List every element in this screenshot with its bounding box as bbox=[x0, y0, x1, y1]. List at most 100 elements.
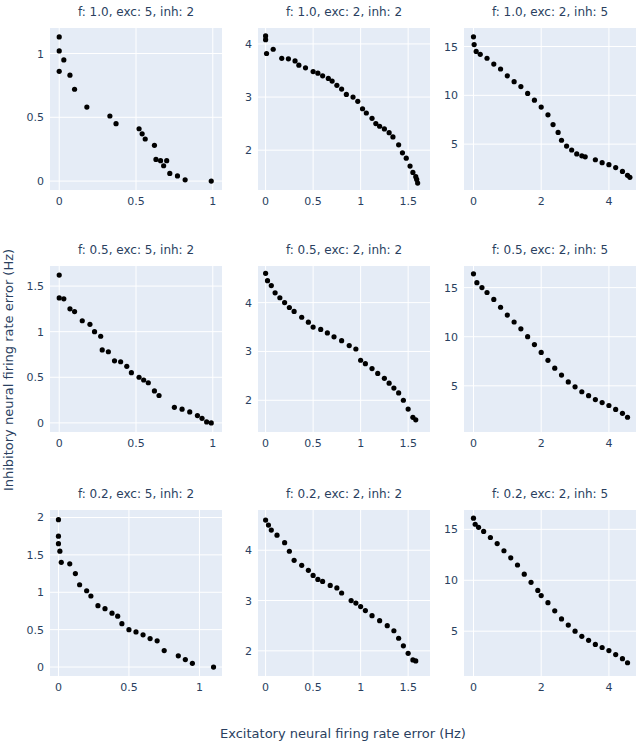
x-axis-label: Excitatory neural firing rate error (Hz) bbox=[220, 726, 466, 741]
scatter-point bbox=[613, 407, 618, 412]
scatter-point bbox=[620, 169, 625, 174]
scatter-point bbox=[195, 413, 200, 418]
scatter-point bbox=[331, 334, 336, 339]
panel-title: f: 1.0, exc: 2, inh: 2 bbox=[286, 5, 402, 19]
x-tick-label: 2 bbox=[538, 681, 545, 694]
scatter-point bbox=[143, 136, 148, 141]
scatter-point bbox=[269, 528, 274, 533]
x-tick-label: 0 bbox=[262, 681, 269, 694]
scatter-point bbox=[264, 51, 269, 56]
scatter-point bbox=[512, 79, 517, 84]
scatter-point bbox=[406, 406, 411, 411]
scatter-point bbox=[269, 283, 274, 288]
scatter-point bbox=[358, 358, 363, 363]
scatter-point bbox=[539, 593, 544, 598]
scatter-point bbox=[140, 632, 145, 637]
scatter-point bbox=[292, 58, 297, 63]
scatter-point bbox=[140, 131, 145, 136]
scatter-point bbox=[80, 318, 85, 323]
plot-background bbox=[50, 28, 222, 190]
scatter-point bbox=[179, 407, 184, 412]
scatter-point bbox=[406, 651, 411, 656]
x-tick-label: 0.5 bbox=[304, 681, 322, 694]
grid-line bbox=[473, 266, 474, 432]
scatter-point bbox=[318, 327, 323, 332]
grid-line bbox=[199, 510, 200, 676]
scatter-point bbox=[311, 573, 316, 578]
scatter-point bbox=[273, 290, 278, 295]
grid-line bbox=[50, 377, 222, 378]
scatter-point bbox=[176, 653, 181, 658]
scatter-point bbox=[72, 309, 77, 314]
scatter-point bbox=[545, 112, 550, 117]
scatter-point bbox=[209, 420, 214, 425]
scatter-point bbox=[87, 322, 92, 327]
scatter-point bbox=[56, 534, 61, 539]
scatter-point bbox=[183, 657, 188, 662]
scatter-point bbox=[414, 177, 419, 182]
x-tick-label: 4 bbox=[605, 681, 612, 694]
scatter-point bbox=[525, 334, 530, 339]
scatter-point bbox=[320, 73, 325, 78]
scatter-point bbox=[162, 648, 167, 653]
scatter-point bbox=[155, 638, 160, 643]
scatter-point bbox=[263, 37, 268, 42]
panel: 00.5100.51f: 1.0, exc: 5, inh: 2 bbox=[27, 5, 223, 208]
panel: 00.511.5234f: 0.2, exc: 2, inh: 2 bbox=[245, 487, 430, 694]
points bbox=[471, 271, 630, 420]
x-tick-label: 0 bbox=[470, 195, 477, 208]
x-tick-label: 1 bbox=[209, 195, 216, 208]
scatter-point bbox=[152, 143, 157, 148]
scatter-point bbox=[474, 280, 479, 285]
scatter-point bbox=[353, 346, 358, 351]
scatter-point bbox=[539, 350, 544, 355]
scatter-point bbox=[385, 623, 390, 628]
grid-line bbox=[313, 266, 314, 432]
scatter-point bbox=[334, 585, 339, 590]
scatter-point bbox=[606, 648, 611, 653]
grid-line bbox=[50, 592, 222, 593]
x-tick-label: 0 bbox=[56, 437, 63, 450]
scatter-point bbox=[347, 343, 352, 348]
x-tick-label: 0.5 bbox=[304, 437, 322, 450]
scatter-point bbox=[112, 358, 117, 363]
scatter-point bbox=[593, 157, 598, 162]
scatter-point bbox=[532, 342, 537, 347]
scatter-point bbox=[566, 379, 571, 384]
scatter-point bbox=[479, 285, 484, 290]
scatter-point bbox=[375, 371, 380, 376]
scatter-point bbox=[484, 290, 489, 295]
scatter-point bbox=[545, 600, 550, 605]
y-tick-label: 1 bbox=[37, 326, 44, 339]
x-tick-label: 2 bbox=[538, 437, 545, 450]
plot-background bbox=[258, 266, 430, 432]
scatter-point bbox=[306, 320, 311, 325]
scatter-point bbox=[491, 297, 496, 302]
scatter-point bbox=[141, 377, 146, 382]
scatter-point bbox=[613, 652, 618, 657]
scatter-point bbox=[263, 271, 268, 276]
scatter-point bbox=[471, 516, 476, 521]
x-tick-label: 1 bbox=[357, 437, 364, 450]
scatter-point bbox=[377, 124, 382, 129]
scatter-point bbox=[339, 86, 344, 91]
plot-background bbox=[50, 510, 222, 676]
scatter-point bbox=[102, 606, 107, 611]
scatter-point bbox=[508, 555, 513, 560]
scatter-point bbox=[67, 306, 72, 311]
scatter-point bbox=[277, 295, 282, 300]
scatter-point bbox=[100, 347, 105, 352]
x-tick-label: 1 bbox=[357, 681, 364, 694]
scatter-point bbox=[535, 588, 540, 593]
grid-line bbox=[212, 266, 213, 432]
scatter-point bbox=[57, 34, 62, 39]
scatter-point bbox=[339, 590, 344, 595]
scatter-point bbox=[476, 525, 481, 530]
scatter-point bbox=[339, 338, 344, 343]
scatter-point bbox=[296, 63, 301, 68]
panel: 02451015f: 1.0, exc: 2, inh: 5 bbox=[444, 5, 636, 208]
scatter-point bbox=[266, 522, 271, 527]
scatter-point bbox=[600, 645, 605, 650]
scatter-point bbox=[274, 533, 279, 538]
x-tick-label: 0.5 bbox=[127, 195, 145, 208]
